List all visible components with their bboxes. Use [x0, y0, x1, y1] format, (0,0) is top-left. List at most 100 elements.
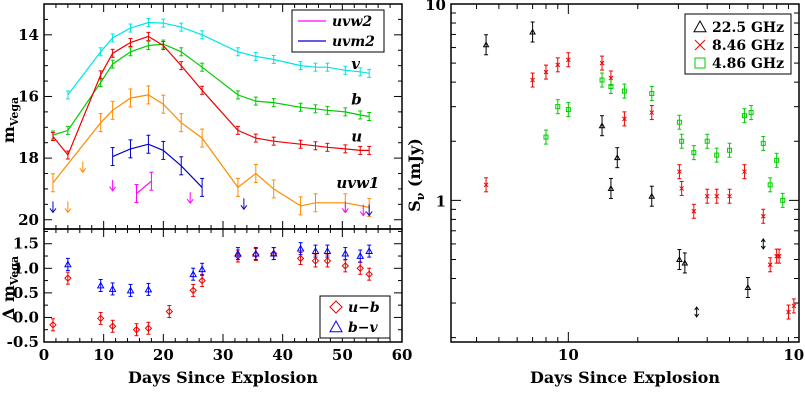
- top-left-y-tick-label: 14: [18, 26, 39, 44]
- right-point-square: [565, 107, 571, 113]
- right-point-cross: [530, 77, 535, 83]
- bottom-left-point-diamond: [132, 326, 141, 334]
- right-upper-limit-arrowheads: [760, 238, 766, 250]
- right-y-tick-label: 10: [425, 0, 446, 14]
- top-left-series-line-uvw2: [136, 180, 152, 195]
- bottom-left-point-triangle: [356, 251, 365, 259]
- right-legend-label: 22.5 GHz: [712, 20, 784, 36]
- bottom-left-point-triangle: [296, 244, 305, 252]
- right-y-tick-label: 1: [436, 192, 446, 210]
- right-point-cross: [727, 193, 732, 199]
- bottom-left-x-tick-label: 20: [153, 346, 174, 364]
- right-point-cross: [622, 116, 627, 122]
- bottom-left-point-triangle: [234, 249, 242, 257]
- bottom-left-x-tick-label: 0: [39, 346, 49, 364]
- bottom-left-point-diamond: [64, 274, 72, 282]
- right-point-cross: [691, 208, 697, 214]
- right-point-cross: [599, 60, 605, 66]
- top-left-legend-label: uvw2: [332, 14, 372, 30]
- right-point-cross: [767, 262, 773, 268]
- right-point-square: [649, 91, 655, 97]
- right-point-square: [780, 197, 786, 203]
- top-left-upper-limit-uvw2: [359, 211, 367, 217]
- bottom-left-x-tick-label: 60: [392, 346, 413, 364]
- right-point-cross: [483, 182, 489, 188]
- bottom-left-point-triangle: [341, 249, 350, 257]
- bottom-left-y-tick-label: 1.0: [13, 259, 39, 277]
- right-point-triangle: [681, 259, 689, 266]
- top-left-upper-limit-uvw2: [186, 198, 194, 205]
- right-point-square: [543, 134, 549, 140]
- top-left-series-line-b: [52, 43, 370, 136]
- right-point-cross: [543, 69, 549, 75]
- bottom-left-point-triangle: [311, 247, 320, 255]
- top-left-upper-limit-uvm2: [365, 211, 373, 217]
- bottom-left-y-tick-label: 1.5: [13, 235, 39, 253]
- right-point-square: [676, 119, 682, 125]
- top-left-series-line-uvm2: [112, 143, 203, 188]
- right-legend-label: 8.46 GHz: [712, 38, 784, 54]
- bottom-left-point-diamond: [323, 257, 332, 265]
- bottom-left-point-diamond: [189, 286, 197, 295]
- right-point-square: [679, 138, 685, 144]
- right-panel: Sν (mJy) Days Since Explosion: [405, 3, 800, 387]
- right-point-square: [599, 77, 605, 83]
- right-point-cross: [677, 169, 682, 175]
- right-point-cross: [565, 57, 571, 63]
- bottom-left-xlabel: Days Since Explosion: [128, 368, 318, 387]
- top-left-y-tick-label: 18: [18, 149, 39, 167]
- right-point-cross: [714, 193, 720, 199]
- bottom-left-point-triangle: [198, 265, 206, 273]
- right-x-tick-label: 100: [783, 346, 805, 364]
- bottom-left-point-diamond: [296, 254, 305, 263]
- right-point-cross: [786, 309, 791, 315]
- right-point-square: [760, 140, 766, 146]
- bottom-left-point-diamond: [356, 264, 364, 273]
- right-legend-marker-square: [694, 57, 706, 69]
- bottom-left-point-triangle: [269, 249, 278, 257]
- bottom-left-legend-label: b−v: [348, 320, 379, 336]
- right-point-cross: [760, 213, 766, 219]
- top-left-y-tick-label: 20: [18, 211, 39, 229]
- top-left-curve-label: uvw1: [336, 174, 379, 192]
- bottom-left-point-diamond: [49, 321, 57, 329]
- bottom-left-legend-marker-triangle: [329, 319, 343, 333]
- top-left-curve-label: v: [351, 55, 360, 73]
- bottom-left-x-tick-label: 30: [213, 346, 234, 364]
- top-left-upper-limit-uvm2: [240, 205, 248, 211]
- right-point-square: [741, 113, 747, 119]
- top-left-legend-box: [291, 9, 385, 53]
- bottom-left-point-triangle: [365, 247, 374, 255]
- right-point-triangle: [676, 255, 683, 262]
- top-left-upper-limit-uvw2: [341, 208, 349, 214]
- bottom-left-point-diamond: [165, 307, 174, 316]
- top-left-legend-label: uvm2: [332, 34, 375, 50]
- right-point-triangle: [482, 41, 490, 48]
- bottom-left-point-triangle: [96, 281, 105, 289]
- bottom-left-y-tick-label: -0.5: [7, 333, 39, 351]
- right-legend-marker-triangle: [693, 19, 707, 33]
- right-point-square: [714, 152, 720, 158]
- bottom-left-legend-box: [319, 295, 391, 339]
- bottom-left-point-diamond: [96, 314, 105, 323]
- top-left-upper-limit-uvw2: [109, 186, 117, 192]
- right-point-square: [774, 157, 780, 163]
- bottom-left-y-tick-label: 0.5: [13, 284, 39, 302]
- right-legend-marker-cross: [694, 39, 706, 51]
- bottom-left-point-triangle: [108, 284, 117, 292]
- right-point-square: [704, 138, 710, 144]
- right-point-triangle: [607, 184, 615, 191]
- right-ylabel: Sν (mJy): [405, 138, 427, 212]
- bottom-left-y-tick-label: 0.0: [13, 308, 39, 326]
- right-legend-box: [684, 13, 792, 75]
- bottom-left-point-diamond: [311, 257, 320, 265]
- bottom-left-x-tick-label: 50: [332, 346, 353, 364]
- bottom-left-point-diamond: [144, 324, 153, 332]
- right-point-square: [691, 150, 697, 156]
- right-point-cross: [791, 303, 797, 309]
- bottom-left-point-triangle: [126, 286, 135, 294]
- bottom-left-legend-label: u−b: [348, 300, 380, 316]
- bottom-left-point-triangle: [251, 249, 260, 257]
- right-xlabel: Days Since Explosion: [530, 368, 720, 387]
- top-left-upper-limit-uvw1: [79, 168, 87, 174]
